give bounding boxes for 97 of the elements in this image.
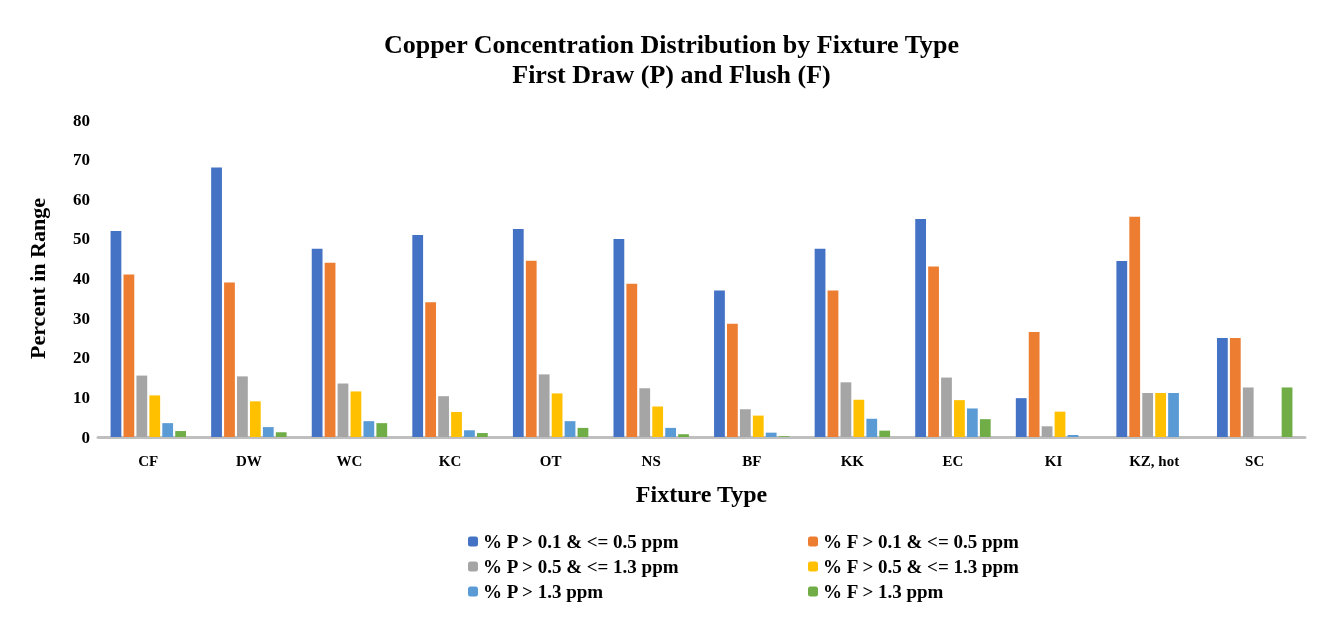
bar <box>237 376 248 437</box>
y-axis-title: Percent in Range <box>24 197 50 359</box>
bar <box>123 274 135 437</box>
bar <box>476 433 488 437</box>
y-tick-label: 60 <box>73 189 90 209</box>
legend-label: % F > 0.1 & <= 0.5 ppm <box>823 531 1020 552</box>
bar <box>739 409 751 437</box>
bar <box>175 431 187 437</box>
bar <box>1028 331 1040 437</box>
bar <box>1281 387 1293 437</box>
bar <box>438 396 449 437</box>
x-tick-label: EC <box>942 452 964 469</box>
bar <box>262 427 274 437</box>
bar <box>1229 337 1241 437</box>
x-tick-label: OT <box>539 452 562 469</box>
bar <box>639 388 651 437</box>
y-tick-label: 80 <box>73 110 90 130</box>
x-tick-label: CF <box>138 452 159 469</box>
bar <box>376 423 388 437</box>
bar <box>928 266 939 437</box>
bar <box>941 377 952 437</box>
bar <box>538 374 550 437</box>
bar <box>840 382 852 437</box>
bar <box>879 430 891 437</box>
x-tick-label: KZ, hot <box>1129 452 1180 469</box>
bar <box>512 228 524 437</box>
x-axis-title: Fixture Type <box>635 481 768 507</box>
bar <box>1116 261 1128 437</box>
bar <box>324 262 336 437</box>
bar <box>966 408 978 437</box>
bar <box>249 401 261 437</box>
bar <box>275 432 287 437</box>
bar <box>1155 393 1166 437</box>
bar <box>979 419 991 437</box>
y-tick-label: 20 <box>73 348 90 368</box>
x-tick-label: BF <box>742 452 762 469</box>
bar <box>814 248 826 437</box>
bar <box>853 399 865 437</box>
x-tick-label: DW <box>235 452 262 469</box>
bar <box>827 290 839 437</box>
bar <box>1041 426 1053 437</box>
y-tick-label: 30 <box>73 308 90 328</box>
bar <box>915 219 927 437</box>
y-tick-label: 70 <box>73 150 90 170</box>
bar <box>678 434 689 437</box>
bar <box>1242 387 1254 437</box>
bar <box>954 400 965 437</box>
bar <box>136 375 148 437</box>
bar <box>211 167 222 437</box>
legend-label: % P > 0.1 & <= 0.5 ppm <box>483 531 679 552</box>
bar <box>564 421 576 437</box>
bar <box>752 415 764 437</box>
legend-label: % P > 0.5 & <= 1.3 ppm <box>483 556 679 577</box>
y-tick-label: 50 <box>73 229 90 249</box>
legend-label: % P > 1.3 ppm <box>483 581 604 602</box>
bar <box>1142 393 1154 437</box>
x-tick-label: KC <box>438 452 462 469</box>
bar <box>652 406 664 437</box>
bar <box>110 230 122 437</box>
y-tick-label: 0 <box>81 427 90 447</box>
bar <box>412 234 424 437</box>
bar <box>464 430 475 437</box>
bar <box>525 260 537 437</box>
bar <box>224 282 235 437</box>
bar <box>1015 398 1027 437</box>
y-tick-label: 10 <box>73 387 90 407</box>
bar <box>714 290 725 437</box>
bar <box>363 421 375 437</box>
legend-label: % F > 0.5 & <= 1.3 ppm <box>823 556 1020 577</box>
bar <box>765 432 777 437</box>
x-tick-label: NS <box>641 452 661 469</box>
bar <box>727 323 738 437</box>
bar <box>337 383 349 437</box>
chart-title: Copper Concentration Distribution by Fixture Type <box>383 29 960 59</box>
chart-subtitle: First Draw (P) and Flush (F) <box>512 59 831 89</box>
x-tick-label: WC <box>336 452 363 469</box>
bar <box>626 283 638 437</box>
bar <box>425 302 437 437</box>
bar <box>149 395 161 437</box>
x-tick-label: SC <box>1245 452 1265 469</box>
x-tick-label: KK <box>840 452 865 469</box>
y-tick-label: 40 <box>73 269 90 288</box>
bar <box>350 391 362 437</box>
bar <box>613 238 625 437</box>
bar <box>1216 337 1228 437</box>
legend-label: % F > 1.3 ppm <box>823 581 944 602</box>
bar <box>551 393 563 437</box>
x-tick-label: KI <box>1044 452 1063 469</box>
bar <box>1168 393 1179 437</box>
bar <box>162 423 174 437</box>
bar <box>665 427 676 437</box>
bar <box>311 248 323 437</box>
bar <box>577 427 589 437</box>
bar <box>451 412 462 437</box>
bar <box>1054 411 1066 437</box>
bar <box>1129 216 1141 437</box>
bar <box>866 418 878 437</box>
